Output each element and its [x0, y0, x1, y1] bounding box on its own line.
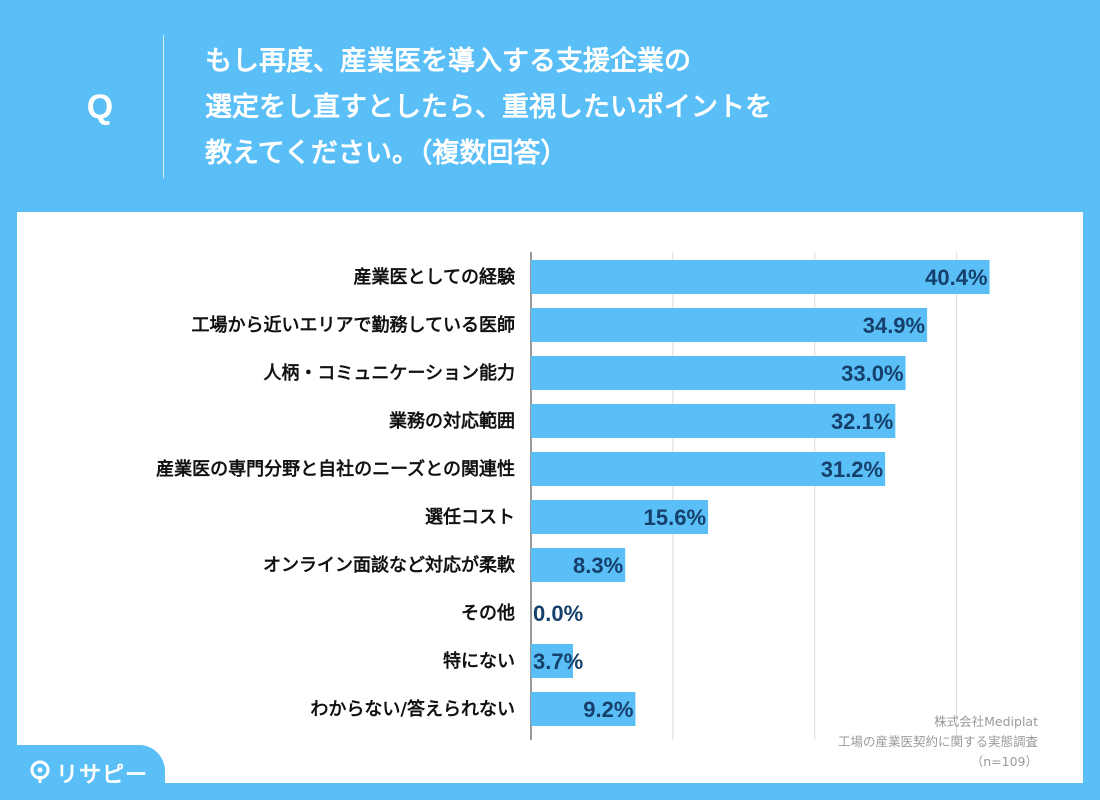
category-label: 産業医としての経験 — [354, 266, 516, 288]
value-label: 15.6% — [644, 505, 706, 530]
bar — [531, 500, 709, 534]
header-divider — [163, 35, 164, 178]
value-label: 31.2% — [821, 457, 883, 482]
source-company: 株式会社Mediplat — [934, 714, 1038, 729]
value-label: 0.0% — [533, 601, 583, 626]
value-label: 3.7% — [533, 649, 583, 674]
category-label: その他 — [461, 602, 515, 624]
question-line-3: 教えてください。（複数回答） — [205, 138, 568, 169]
source-sample: （n=109） — [970, 754, 1038, 769]
question-line-2: 選定をし直すとしたら、重視したいポイントを — [205, 92, 772, 123]
category-label: オンライン面談など対応が柔軟 — [263, 554, 516, 576]
category-label: 産業医の専門分野と自社のニーズとの関連性 — [156, 458, 515, 480]
category-label: 選任コスト — [425, 506, 515, 528]
bar-chart: 産業医としての経験 40.4% 工場から近いエリアで勤務している医師 34.9% 人柄・… — [156, 252, 990, 740]
question-mark: Q — [86, 88, 114, 126]
bar — [531, 404, 896, 438]
bar — [531, 308, 928, 342]
bar — [531, 644, 573, 678]
value-label: 32.1% — [831, 409, 893, 434]
category-label: 特にない — [443, 650, 515, 672]
source-survey: 工場の産業医契約に関する実態調査 — [837, 734, 1038, 749]
logo-text: リサピー — [56, 763, 149, 788]
source-note: 株式会社Mediplat 工場の産業医契約に関する実態調査 （n=109） — [838, 712, 1038, 772]
category-label: 工場から近いエリアで勤務している医師 — [192, 314, 515, 336]
brand-logo: リサピー — [0, 745, 165, 800]
question-header: Q もし再度、産業医を導入する支援企業の 選定をし直すとしたら、重視したいポイン… — [0, 0, 1100, 212]
value-label: 34.9% — [863, 313, 925, 338]
bar — [531, 452, 886, 486]
question-line-1: もし再度、産業医を導入する支援企業の — [205, 46, 691, 77]
bar — [531, 548, 626, 582]
chart-panel: 産業医としての経験 40.4% 工場から近いエリアで勤務している医師 34.9% 人柄・… — [17, 212, 1083, 783]
category-label: 人柄・コミュニケーション能力 — [263, 362, 515, 384]
value-label: 8.3% — [573, 553, 623, 578]
bar — [531, 260, 990, 294]
value-label: 9.2% — [583, 697, 633, 722]
value-label: 40.4% — [925, 265, 987, 290]
category-label: わからない/答えられない — [310, 698, 515, 720]
value-label: 33.0% — [841, 361, 903, 386]
question-text: もし再度、産業医を導入する支援企業の 選定をし直すとしたら、重視したいポイントを… — [205, 39, 1065, 177]
category-label: 業務の対応範囲 — [388, 410, 515, 432]
bar — [531, 356, 906, 390]
pin-icon — [30, 760, 50, 783]
bar — [531, 692, 636, 726]
